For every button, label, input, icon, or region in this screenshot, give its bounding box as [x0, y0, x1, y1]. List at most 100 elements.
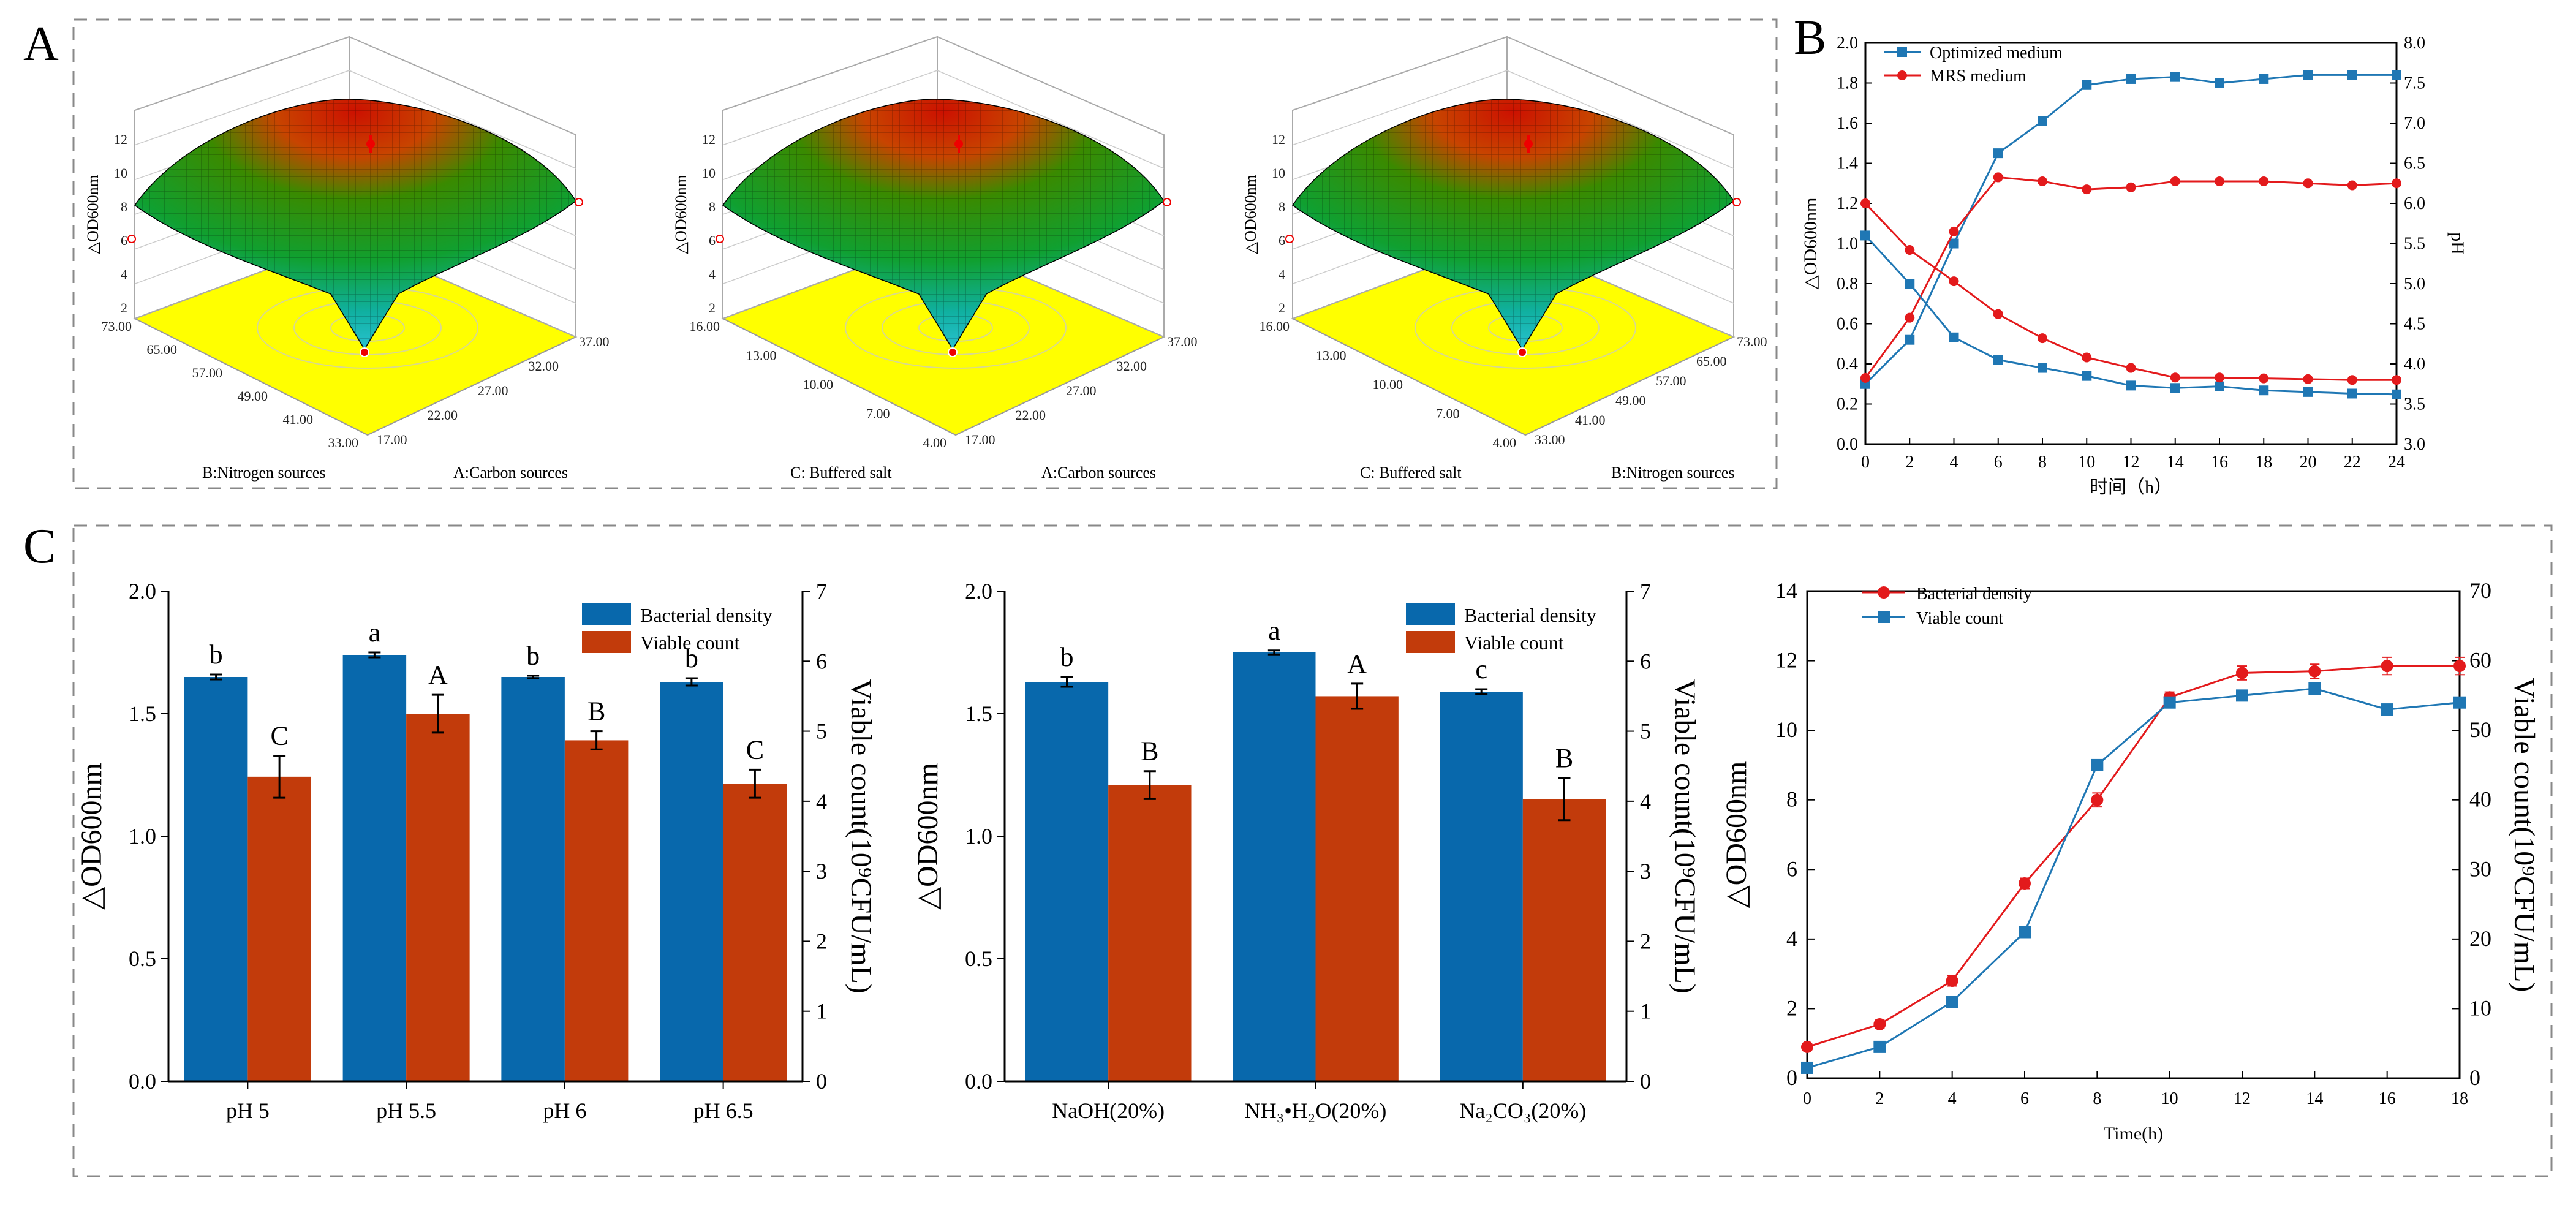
y-tick-label: 6	[1786, 856, 1797, 881]
x-tick-label: 10	[2078, 453, 2095, 472]
data-point	[2215, 381, 2224, 391]
significance-letter: A	[428, 660, 448, 690]
data-point	[2347, 375, 2357, 385]
bar	[564, 740, 629, 1081]
x-tick-label: 37.00	[579, 334, 610, 349]
data-point	[2082, 371, 2092, 381]
data-point	[2215, 176, 2224, 186]
legend-swatch	[1406, 603, 1455, 625]
y2-tick-label: 7.0	[2404, 114, 2425, 133]
z-axis-label: △OD600nm	[672, 175, 690, 254]
y-axis-label: C: Buffered salt	[1360, 464, 1462, 482]
data-point	[2303, 178, 2313, 189]
series-line	[1864, 74, 2397, 385]
y-tick-label: 4.00	[923, 435, 947, 450]
data-point	[1946, 996, 1958, 1008]
x-tick-label: 37.00	[1167, 334, 1198, 349]
y2-tick-label: 1	[816, 999, 827, 1024]
y-tick-label: 13.00	[1316, 348, 1347, 363]
x-axis-label: Time(h)	[2104, 1124, 2163, 1144]
data-point	[1860, 198, 1870, 208]
data-point	[1801, 1040, 1813, 1053]
design-point	[1732, 198, 1741, 206]
y-tick-label: 0.0	[129, 1069, 156, 1094]
z-tick-label: 8	[121, 199, 127, 214]
x-tick-label: 8	[2038, 453, 2047, 472]
y2-tick-label: 4.0	[2404, 355, 2425, 374]
data-point	[2392, 178, 2401, 189]
significance-letter: C	[270, 721, 288, 751]
data-point	[2347, 388, 2357, 399]
z-tick-label: 6	[121, 233, 127, 248]
design-point	[1517, 347, 1527, 357]
legend-marker	[1897, 70, 1907, 80]
y2-tick-label: 50	[2469, 717, 2491, 742]
z-tick-label: 6	[1279, 233, 1285, 248]
data-point	[2347, 70, 2357, 80]
series-line	[1864, 176, 2397, 379]
bar	[501, 677, 565, 1081]
y-tick-label: 4.00	[1493, 435, 1517, 450]
data-point	[2170, 176, 2180, 186]
z-tick-label: 8	[709, 199, 716, 214]
y2-tick-label: 4	[1640, 789, 1651, 814]
y-tick-label: 57.00	[192, 365, 223, 380]
z-tick-label: 4	[709, 266, 716, 282]
data-point	[2170, 372, 2180, 383]
y-tick-label: 73.00	[102, 319, 132, 334]
legend-marker	[1878, 611, 1890, 623]
y2-tick-label: 30	[2469, 856, 2491, 881]
data-point	[2453, 660, 2466, 673]
y-tick-label: 41.00	[283, 412, 314, 427]
legend-label: Bacterial density	[1464, 604, 1596, 626]
z-tick-label: 10	[114, 165, 127, 181]
y2-tick-label: 20	[2469, 926, 2491, 951]
data-point	[1949, 276, 1959, 287]
z-tick-label: 2	[709, 300, 716, 316]
z-tick-label: 10	[1272, 165, 1285, 181]
data-point	[2259, 373, 2269, 384]
z-tick-label: 8	[1279, 199, 1285, 214]
y2-axis-label: Viable count(10⁹CFU/mL)	[845, 679, 877, 994]
data-point	[2347, 180, 2357, 191]
data-point	[2303, 387, 2313, 397]
x-tick-label: NaOH(20%)	[1052, 1098, 1165, 1123]
z-tick-label: 6	[709, 233, 716, 248]
y2-tick-label: 0	[2469, 1065, 2480, 1090]
x-tick-label: 22	[2344, 453, 2361, 472]
x-axis-label: A:Carbon sources	[453, 464, 568, 482]
x-tick-label: 2	[1905, 453, 1914, 472]
series-line	[1807, 665, 2460, 1048]
bar	[660, 682, 723, 1081]
surface-plot-1: 2 4 6 8 10 12 △OD600nm 73.00 65.00 57.00 49.00 41.0…	[84, 36, 610, 482]
x-tick-label: NH₃•H₂O(20%)	[1245, 1098, 1387, 1123]
series-line	[1807, 687, 2460, 1069]
y2-axis-label: Viable count(10⁹CFU/mL)	[2508, 678, 2540, 992]
y-tick-label: 16.00	[690, 319, 720, 334]
data-point	[2038, 363, 2047, 373]
y-tick-label: 1.8	[1837, 74, 1858, 93]
chart-c2: b B NaOH(20%) a A NH₃•H₂O(20%) c B Na₂CO₃(20%) 0.…	[912, 579, 1701, 1123]
x-tick-label: 12	[2234, 1089, 2251, 1108]
y2-tick-label: 4.5	[2404, 315, 2425, 334]
data-point	[2082, 352, 2092, 363]
data-point	[1905, 312, 1915, 323]
data-point	[2259, 176, 2269, 186]
y-tick-label: 1.6	[1837, 114, 1858, 133]
legend-label: Bacterial density	[1916, 584, 2032, 603]
z-axis-label: △OD600nm	[1242, 175, 1260, 254]
x-tick-label: 14	[2306, 1089, 2323, 1108]
y-tick-label: 0.2	[1837, 395, 1858, 414]
y2-axis-label: Viable count(10⁹CFU/mL)	[1669, 679, 1701, 994]
significance-letter: b	[1060, 642, 1074, 672]
plot-frame	[1806, 590, 2461, 1079]
bar	[1025, 682, 1109, 1081]
panel-letter-b: B	[1794, 11, 1826, 65]
x-tick-label: 22.00	[428, 407, 458, 423]
wall-gridline	[1506, 70, 1734, 169]
y-tick-label: 2.0	[965, 579, 992, 603]
data-point	[1949, 332, 1959, 342]
data-point	[2392, 389, 2401, 399]
y-tick-label: 13.00	[746, 348, 777, 363]
x-tick-label: pH 6.5	[693, 1098, 754, 1123]
